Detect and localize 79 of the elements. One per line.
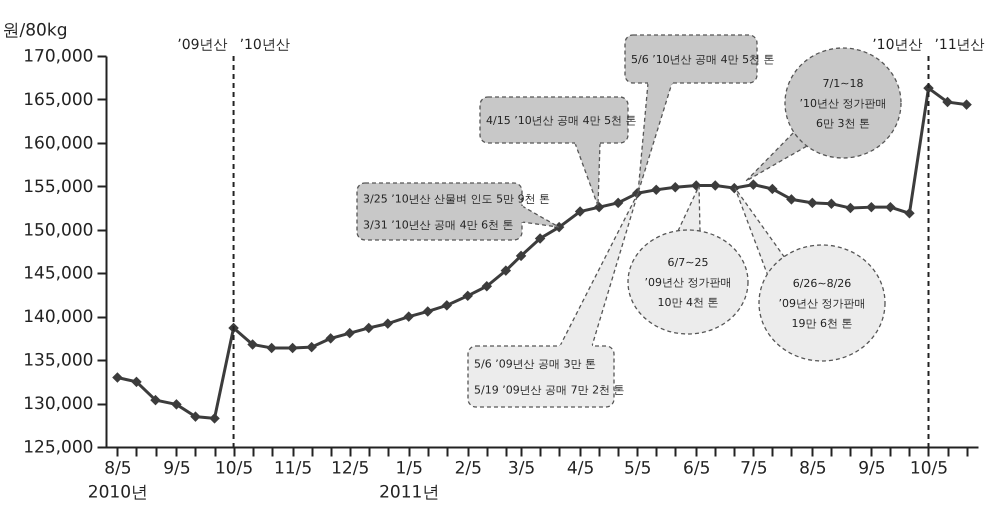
point xyxy=(364,322,374,334)
point xyxy=(266,342,277,354)
point xyxy=(516,250,526,262)
point xyxy=(209,413,220,424)
point xyxy=(131,376,142,388)
text: ’10년산 xyxy=(872,37,922,53)
point xyxy=(287,342,298,354)
point xyxy=(150,394,161,406)
point xyxy=(612,198,624,208)
point xyxy=(534,233,546,244)
point xyxy=(171,399,182,410)
point xyxy=(382,318,394,329)
point xyxy=(904,208,915,219)
x-tick-label: 2/5 xyxy=(454,458,482,478)
point xyxy=(462,290,473,302)
point xyxy=(786,194,797,205)
annotation: 7/1~18 ’10년산 정가판매 6만 3천 톤 xyxy=(800,77,886,130)
annotation: 6/26~8/26 ’09년산 정가판매 19만 6천 톤 xyxy=(778,277,866,330)
x-tick-label: 11/5 xyxy=(274,458,312,478)
x-tick-label: 7/5 xyxy=(740,458,768,478)
point xyxy=(690,180,702,191)
point xyxy=(885,202,896,212)
y-tick-label: 170,000 xyxy=(23,46,94,66)
point xyxy=(650,184,662,196)
y-tick-label: 160,000 xyxy=(23,133,94,154)
annotation: 4/15 ’10년산 공매 4만 5천 톤 xyxy=(486,114,637,127)
point xyxy=(594,202,604,212)
point xyxy=(482,281,492,292)
x-tick-label: 4/5 xyxy=(566,458,594,478)
text: ’11년산 xyxy=(934,37,985,53)
annotation: 3/25 ’10년산 산물벼 인도 5만 9천 톤 3/31 ’10년산 공매 4만 6천 톤 xyxy=(363,192,550,232)
point xyxy=(344,328,355,338)
text: ’09년산 xyxy=(177,37,228,53)
point xyxy=(422,306,434,317)
x-tick-label: 5/5 xyxy=(624,458,652,478)
point xyxy=(748,179,759,190)
y-tick-label: 125,000 xyxy=(23,438,94,458)
point xyxy=(442,300,452,311)
point xyxy=(190,411,201,422)
point xyxy=(306,342,317,352)
point xyxy=(866,202,877,212)
annotation: 6/7~25 ’09년산 정가판매 10만 4천 톤 xyxy=(644,256,732,309)
point xyxy=(961,99,972,110)
x-tick-label: 8/5 2010년 xyxy=(88,458,148,502)
y-axis-title: 원/80kg xyxy=(2,20,68,40)
x-tick-label: 9/5 xyxy=(858,458,886,478)
annotation: 5/6 ’09년산 공매 3만 톤 5/19 ’09년산 공매 7만 2천 톤 xyxy=(474,358,625,396)
x-tick-label: 10/5 xyxy=(910,458,948,478)
point xyxy=(554,222,564,232)
point xyxy=(670,182,681,192)
point xyxy=(325,333,336,344)
point xyxy=(767,184,778,194)
point xyxy=(729,182,740,194)
point xyxy=(403,311,414,322)
x-tick-label: 6/5 xyxy=(683,458,710,478)
y-tick-label: 135,000 xyxy=(23,350,94,371)
x-tick-label: 3/5 xyxy=(508,458,536,478)
point xyxy=(942,96,953,108)
point xyxy=(710,180,720,191)
x-tick-label: 1/5 2011년 xyxy=(379,458,440,502)
annotation: 5/6 ’10년산 공매 4만 5천 톤 xyxy=(631,53,775,66)
y-tick-label: 165,000 xyxy=(23,90,94,110)
y-tick-label: 130,000 xyxy=(23,394,94,414)
point xyxy=(574,206,586,217)
y-tick-label: 155,000 xyxy=(23,176,94,197)
point xyxy=(826,198,837,209)
y-tick-label: 145,000 xyxy=(23,264,94,284)
x-tick-label: 9/5 xyxy=(163,458,191,478)
text: ’10년산 xyxy=(240,37,290,53)
point xyxy=(500,265,512,276)
point xyxy=(112,372,123,383)
point xyxy=(807,198,818,208)
point xyxy=(845,202,856,214)
x-tick-label: 12/5 xyxy=(331,458,370,478)
x-tick-label: 10/5 xyxy=(214,458,254,478)
point xyxy=(247,339,258,350)
y-tick-label: 140,000 xyxy=(23,307,94,328)
x-tick-label: 8/5 xyxy=(799,458,827,478)
y-tick-label: 150,000 xyxy=(23,220,94,240)
